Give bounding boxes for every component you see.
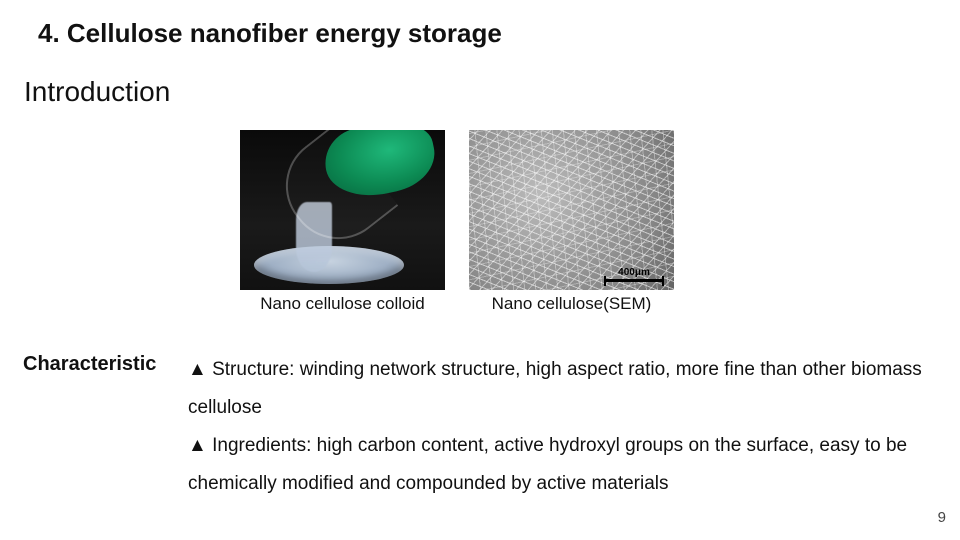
sem-scalebar-label: 400μm	[618, 267, 650, 278]
page-number: 9	[938, 509, 946, 526]
sem-fibers-texture	[469, 130, 674, 290]
ingredients-label: Ingredients:	[212, 435, 317, 456]
image-col-colloid: Nano cellulose colloid	[240, 130, 445, 314]
sem-scalebar: 400μm	[604, 267, 664, 282]
sem-scalebar-line	[604, 279, 664, 282]
colloid-image	[240, 130, 445, 290]
structure-label: Structure:	[212, 359, 300, 380]
characteristic-label: Characteristic	[23, 353, 156, 376]
bullet-marker: ▲	[188, 435, 207, 456]
images-row: Nano cellulose colloid 400μm Nano cellul…	[240, 130, 674, 314]
intro-heading: Introduction	[24, 76, 170, 108]
sem-caption: Nano cellulose(SEM)	[492, 294, 652, 314]
slide-title: 4. Cellulose nanofiber energy storage	[38, 18, 502, 49]
image-col-sem: 400μm Nano cellulose(SEM)	[469, 130, 674, 314]
colloid-caption: Nano cellulose colloid	[260, 294, 424, 314]
bullet-marker: ▲	[188, 359, 207, 380]
characteristic-body: ▲ Structure: winding network structure, …	[188, 351, 928, 503]
sem-image: 400μm	[469, 130, 674, 290]
